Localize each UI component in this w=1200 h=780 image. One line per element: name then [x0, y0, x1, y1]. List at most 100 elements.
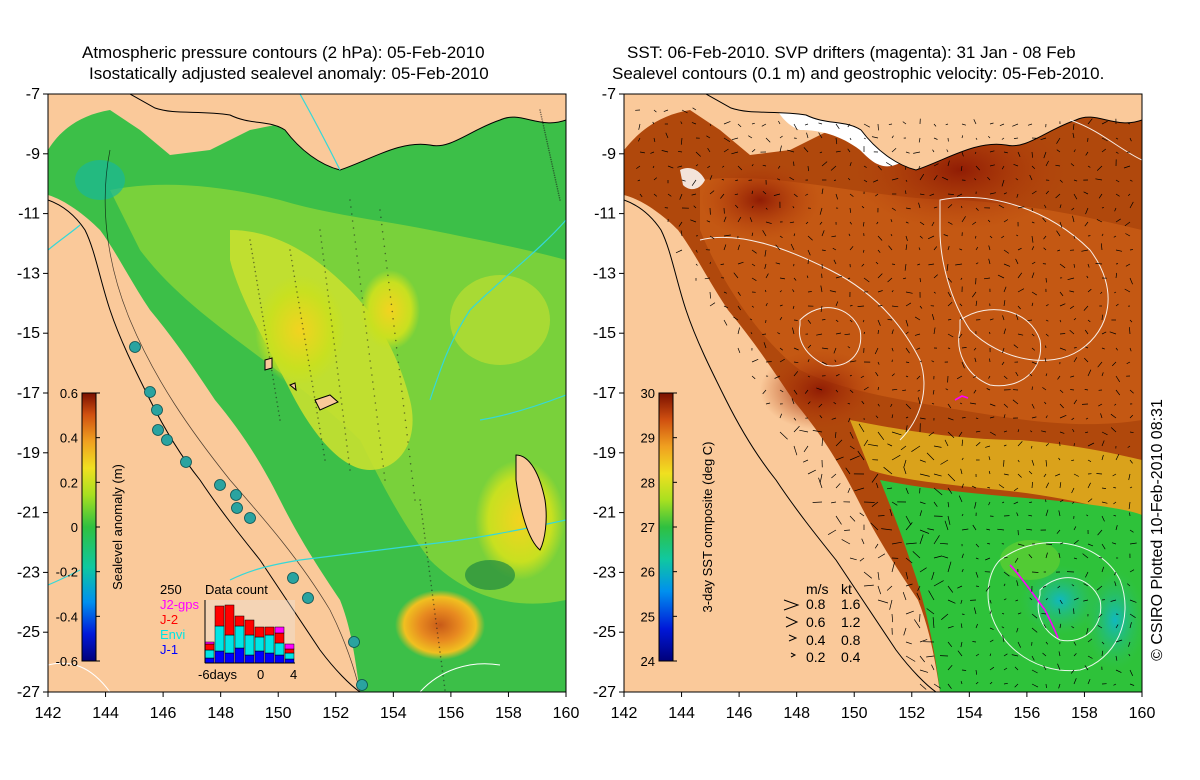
- tide-gauge-marker: [161, 434, 173, 446]
- histogram-bar: [264, 652, 275, 664]
- histogram-bar: [214, 625, 225, 652]
- histogram-bar: [244, 634, 255, 656]
- histogram-bar: [274, 642, 285, 656]
- right-y-tick-label: -27: [593, 684, 616, 701]
- left-coastline: [48, 199, 361, 692]
- sst-colorbar-tick-label: 26: [641, 565, 655, 580]
- histogram-bar: [204, 643, 215, 651]
- right-y-tick-label: -21: [593, 505, 616, 522]
- right-x-tick-label: 156: [1014, 705, 1041, 722]
- left-x-tick-label: 160: [553, 705, 580, 722]
- left-y-tick-label: -7: [26, 86, 40, 103]
- velocity-legend-ms-header: m/s: [806, 581, 829, 597]
- histogram-bar: [234, 625, 245, 649]
- sst-colorbar-tick-label: 28: [641, 475, 655, 490]
- histogram-bar: [254, 636, 265, 652]
- histogram-bar: [254, 626, 265, 638]
- velocity-legend-arrows: [783, 599, 800, 658]
- tide-gauge-marker: [214, 479, 226, 491]
- hist-xlabel-start: -6days: [198, 667, 238, 682]
- right-png-landmass: [704, 94, 1142, 171]
- left-x-tick-label: 144: [92, 705, 119, 722]
- velocity-legend-ms-1: 0.6: [806, 614, 826, 630]
- right-y-tick-label: -11: [594, 206, 616, 223]
- histogram-bar: [284, 648, 295, 654]
- right-y-tick-label: -25: [593, 624, 616, 641]
- left-y-tick-label: -11: [18, 206, 40, 223]
- velocity-legend-ms-2: 0.4: [806, 632, 826, 648]
- ssh-colorbar-tick-label: 0.2: [60, 475, 78, 490]
- left-x-tick-label: 142: [35, 705, 62, 722]
- legend-envi: Envi: [160, 627, 185, 642]
- histogram-bar: [204, 657, 215, 664]
- pressure-contours: [48, 94, 566, 586]
- ssh-colorbar-label: Sealevel anomaly (m): [110, 464, 125, 590]
- tide-gauge-marker: [151, 404, 163, 416]
- right-y-tick-label: -19: [593, 445, 616, 462]
- left-x-tick-label: 146: [150, 705, 177, 722]
- histogram-bar: [214, 605, 225, 627]
- ssh-colorbar-tick-label: 0: [71, 520, 78, 535]
- sst-colorbar-tick-label: 24: [641, 654, 655, 669]
- tide-gauge-marker: [244, 512, 256, 524]
- right-title-line2: Sealevel contours (0.1 m) and geostrophi…: [612, 64, 1105, 83]
- velocity-legend-kt-header: kt: [841, 581, 852, 597]
- histogram-bar: [264, 626, 275, 636]
- ssh-colorbar-tick-label: -0.4: [56, 609, 78, 624]
- ssh-colorbar-tick-label: 0.4: [60, 431, 78, 446]
- left-x-tick-label: 154: [380, 705, 407, 722]
- left-islands: [264, 357, 547, 551]
- ssh-colorbar-tick-label: -0.2: [56, 565, 78, 580]
- tide-gauge-marker: [152, 424, 164, 436]
- geostrophic-velocity-arrows: [635, 107, 1137, 690]
- histogram-bar: [284, 658, 295, 664]
- histogram-bar: [224, 634, 235, 654]
- right-title-line1: SST: 06-Feb-2010. SVP drifters (magenta)…: [627, 43, 1076, 62]
- histogram-bar: [244, 619, 255, 636]
- right-x-tick-label: 152: [898, 705, 925, 722]
- velocity-legend-ms-0: 0.8: [806, 596, 826, 612]
- tide-gauges: [129, 341, 368, 691]
- left-x-tick-label: 148: [207, 705, 234, 722]
- legend-j-1: J-1: [160, 642, 178, 657]
- left-y-tick-label: -13: [17, 265, 40, 282]
- legend-j2-gps: J2-gps: [160, 597, 200, 612]
- tide-gauge-marker: [302, 592, 314, 604]
- data-count-max: 250: [160, 582, 182, 597]
- left-y-tick-label: -17: [17, 385, 40, 402]
- histogram-bar: [224, 652, 235, 664]
- histogram-bar: [284, 652, 295, 660]
- right-x-tick-label: 160: [1129, 705, 1156, 722]
- velocity-legend-kt-0: 1.6: [841, 596, 861, 612]
- histogram-bar: [204, 649, 215, 659]
- right-x-tick-label: 146: [726, 705, 753, 722]
- altimeter-tracks: [249, 109, 561, 691]
- histogram-bar: [284, 643, 295, 650]
- histogram-bar: [274, 632, 285, 644]
- velocity-legend-kt-1: 1.2: [841, 614, 861, 630]
- left-x-tick-label: 158: [495, 705, 522, 722]
- histogram-bar: [234, 647, 245, 664]
- left-y-tick-label: -23: [17, 564, 40, 581]
- left-y-tick-label: -19: [17, 445, 40, 462]
- data-count-title: Data count: [205, 582, 268, 597]
- tide-gauge-marker: [348, 636, 360, 648]
- right-y-tick-label: -17: [593, 385, 616, 402]
- right-y-tick-label: -7: [602, 86, 616, 103]
- histogram-bar: [254, 650, 265, 664]
- hist-xlabel-end: 4: [290, 667, 297, 682]
- svp-drifter-tracks: [954, 395, 1059, 639]
- velocity-legend-kt-3: 0.4: [841, 649, 861, 665]
- sst-colorbar-tick-label: 29: [641, 431, 655, 446]
- right-x-tick-label: 144: [668, 705, 695, 722]
- sst-colorbar-label: 3-day SST composite (deg C): [700, 442, 715, 613]
- ssh-colorbar-tick-label: -0.6: [56, 654, 78, 669]
- histogram-bar: [244, 654, 255, 664]
- right-coastline: [624, 199, 937, 692]
- left-x-tick-label: 156: [438, 705, 465, 722]
- tide-gauge-marker: [180, 456, 192, 468]
- right-x-tick-label: 158: [1071, 705, 1098, 722]
- sst-colorbar: [658, 392, 674, 662]
- left-y-tick-label: -15: [17, 325, 40, 342]
